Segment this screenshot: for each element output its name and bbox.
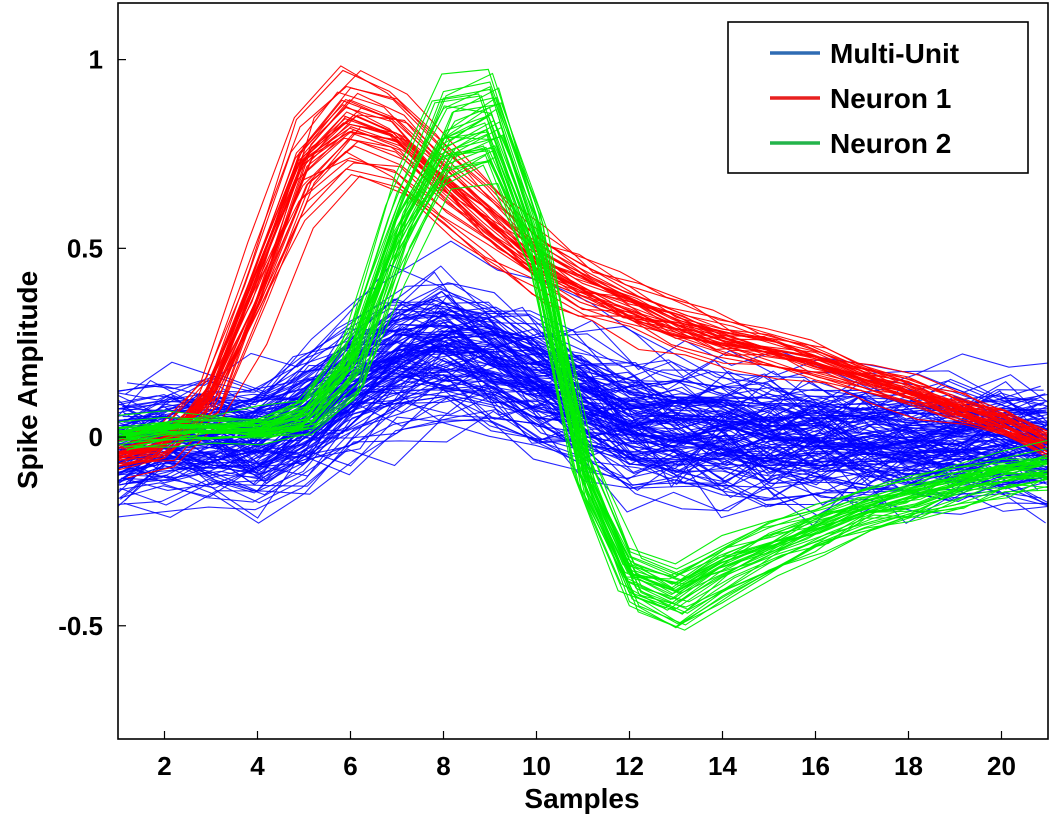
x-tick-label: 16 <box>801 751 830 781</box>
trace-line <box>118 68 1047 605</box>
series-neuron-2 <box>118 68 1048 631</box>
x-tick-label: 4 <box>250 751 265 781</box>
traces-layer <box>118 65 1048 631</box>
x-tick-label: 10 <box>522 751 551 781</box>
x-tick-label: 8 <box>436 751 450 781</box>
trace-line <box>118 133 1045 595</box>
trace-line <box>120 114 1048 448</box>
legend-label: Multi-Unit <box>830 38 959 69</box>
trace-line <box>125 140 1048 458</box>
trace-line <box>118 122 1043 601</box>
trace-line <box>118 309 1045 463</box>
trace-line <box>123 325 1048 455</box>
trace-line <box>124 392 1048 506</box>
x-axis: 2 4 6 8 10 12 14 16 18 20 <box>157 731 1016 781</box>
trace-line <box>118 116 1045 600</box>
trace-line <box>129 102 1048 614</box>
trace-line <box>118 106 1048 610</box>
legend-label: Neuron 1 <box>830 83 951 114</box>
y-tick-label: 0 <box>89 422 103 452</box>
x-tick-label: 6 <box>343 751 357 781</box>
trace-line <box>127 175 1048 479</box>
trace-line <box>118 323 1047 420</box>
trace-line <box>118 65 1039 455</box>
y-tick-label: 1 <box>89 45 103 75</box>
x-tick-label: 20 <box>987 751 1016 781</box>
trace-line <box>118 333 1046 454</box>
trace-line <box>118 290 1046 439</box>
trace-line <box>118 115 1044 465</box>
trace-line <box>118 81 1048 629</box>
legend-label: Neuron 2 <box>830 128 951 159</box>
x-tick-label: 18 <box>894 751 923 781</box>
trace-line <box>118 173 1048 460</box>
plot-frame <box>117 2 1049 740</box>
trace-line <box>123 359 1048 475</box>
trace-line <box>118 122 1042 462</box>
trace-line <box>120 133 1048 466</box>
y-axis-title: Spike Amplitude <box>12 271 43 489</box>
series-neuron-1 <box>118 65 1048 479</box>
y-tick-label: 0.5 <box>67 233 103 263</box>
trace-line <box>118 85 1045 439</box>
y-axis: 1 0.5 0 -0.5 <box>58 45 126 641</box>
x-tick-label: 14 <box>708 751 737 781</box>
trace-line <box>120 379 1048 500</box>
trace-line <box>122 282 1048 424</box>
x-axis-title: Samples <box>524 783 639 814</box>
trace-line <box>121 97 1048 602</box>
legend: Multi-Unit Neuron 1 Neuron 2 <box>727 21 1029 174</box>
trace-line <box>124 96 1048 615</box>
x-tick-label: 2 <box>157 751 171 781</box>
trace-line <box>118 87 1048 456</box>
y-tick-label: -0.5 <box>58 611 103 641</box>
trace-line <box>118 150 1044 459</box>
trace-line <box>118 99 1040 460</box>
x-tick-label: 12 <box>615 751 644 781</box>
trace-line <box>118 105 1048 570</box>
